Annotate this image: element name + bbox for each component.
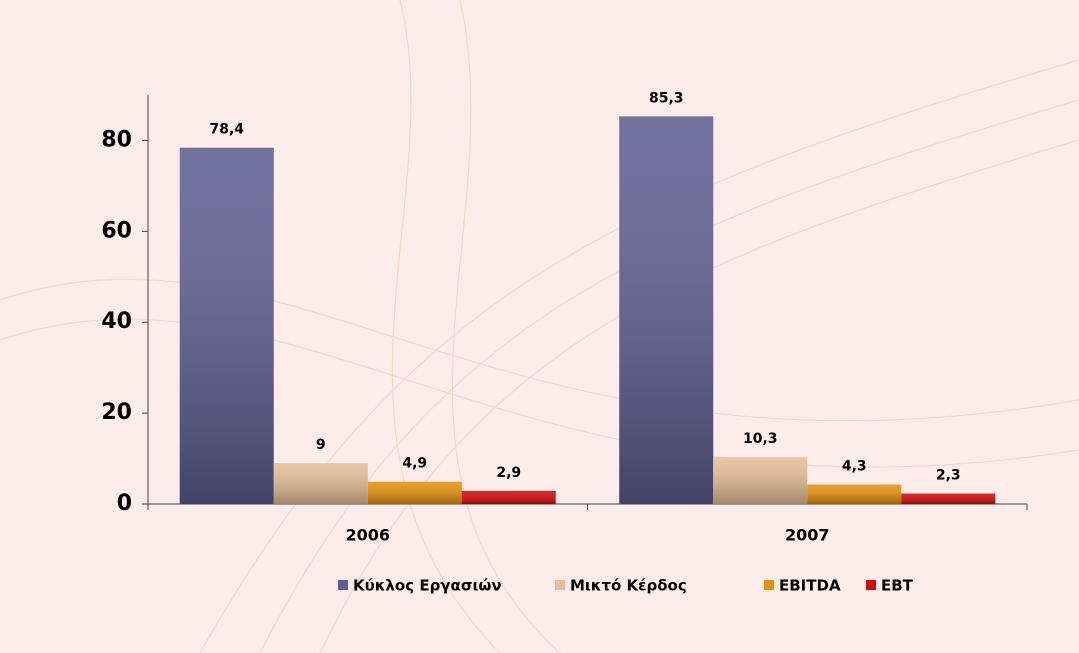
legend-label: Μικτό Κέρδος xyxy=(570,577,687,595)
bar-shade xyxy=(713,457,808,504)
value-label: 10,3 xyxy=(743,431,778,447)
value-label: 4,9 xyxy=(402,456,427,472)
y-tick-label: 80 xyxy=(101,127,132,152)
legend-swatch xyxy=(338,580,348,590)
bar-shade xyxy=(367,481,462,504)
y-tick-label: 20 xyxy=(101,400,132,425)
bar-shade xyxy=(807,484,902,504)
legend-swatch xyxy=(764,580,774,590)
value-label: 9 xyxy=(316,437,326,453)
legend-swatch xyxy=(555,580,565,590)
legend-swatch xyxy=(866,580,876,590)
legend-label: EBITDA xyxy=(779,577,841,595)
legend-label: EBT xyxy=(881,577,914,595)
value-label: 85,3 xyxy=(649,90,684,106)
value-label: 78,4 xyxy=(209,122,244,138)
value-label: 2,3 xyxy=(936,468,961,484)
bar-shade xyxy=(273,463,368,504)
bar-shade xyxy=(901,493,996,504)
legend-label: Κύκλος Εργασιών xyxy=(353,577,502,595)
x-tick-label: 2006 xyxy=(345,526,390,545)
bar-shade xyxy=(619,116,714,504)
bar-shade xyxy=(461,490,556,504)
bar-shade xyxy=(179,147,274,504)
value-label: 4,3 xyxy=(842,458,867,474)
x-tick-label: 2007 xyxy=(785,526,830,545)
y-tick-label: 60 xyxy=(101,218,132,243)
value-label: 2,9 xyxy=(496,465,521,481)
y-tick-label: 40 xyxy=(101,309,132,334)
y-tick-label: 0 xyxy=(117,491,132,516)
